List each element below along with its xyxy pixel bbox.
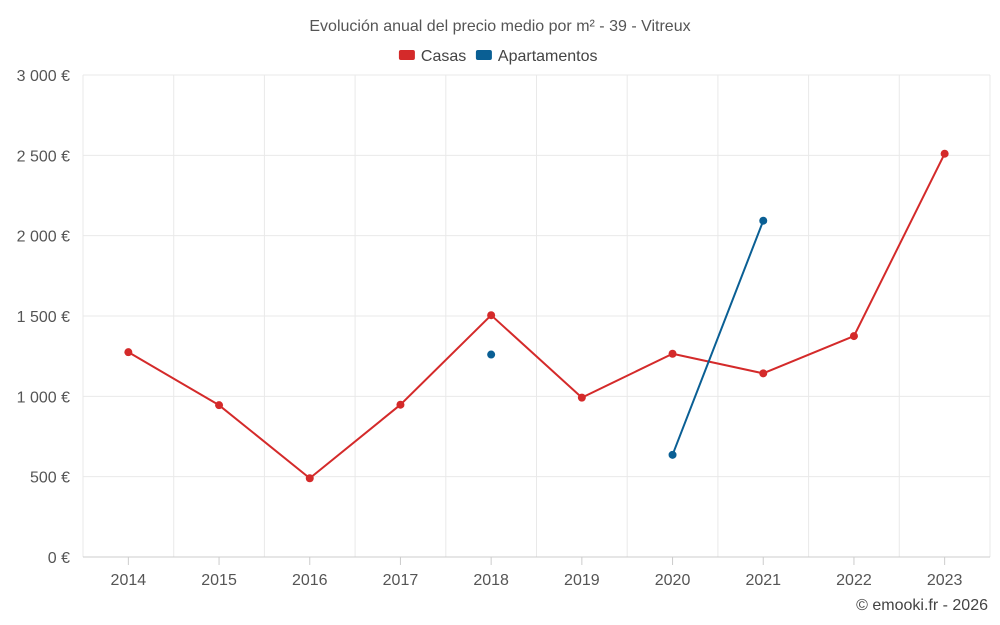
y-tick-label: 500 € <box>30 470 70 487</box>
casas-point <box>396 400 405 409</box>
series <box>124 149 949 483</box>
y-tick-label: 3 000 € <box>17 68 70 85</box>
series-apartamentos <box>487 216 768 459</box>
y-tick-label: 2 500 € <box>17 148 70 165</box>
y-tick-label: 1 500 € <box>17 309 70 326</box>
casas-segment <box>852 152 946 338</box>
y-tick-label: 1 000 € <box>17 389 70 406</box>
casas-point <box>577 393 586 402</box>
legend-swatch-apartamentos <box>475 50 492 60</box>
casas-point <box>305 474 314 483</box>
casas-point <box>759 369 768 378</box>
credit-text: © emooki.fr - 2026 <box>856 597 988 614</box>
series-casas <box>124 149 949 483</box>
apartamentos-point <box>487 350 496 359</box>
x-tick-label: 2021 <box>745 572 781 589</box>
casas-segment <box>218 404 311 480</box>
casas-segment <box>762 335 855 375</box>
casas-segment <box>308 403 402 480</box>
casas-point <box>124 348 133 357</box>
legend-label-casas: Casas <box>421 48 466 65</box>
x-tick-label: 2014 <box>111 572 147 589</box>
legend-swatch-casas <box>398 50 415 60</box>
x-tick-label: 2016 <box>292 572 328 589</box>
chart-title: Evolución anual del precio medio por m² … <box>309 18 690 35</box>
x-tick-label: 2022 <box>836 572 872 589</box>
grid <box>82 74 991 558</box>
x-tick-label: 2020 <box>655 572 691 589</box>
casas-point <box>215 401 224 410</box>
casas-point <box>849 332 858 341</box>
casas-segment <box>580 352 674 399</box>
casas-point <box>668 349 677 358</box>
x-tick-label: 2015 <box>201 572 237 589</box>
casas-segment <box>490 314 583 399</box>
x-axis: 2014 2015 2016 2017 2018 2019 2020 2021 2022 2023 <box>111 557 963 589</box>
x-tick-label: 2017 <box>383 572 419 589</box>
legend-label-apartamentos: Apartamentos <box>498 48 598 65</box>
casas-point <box>487 311 496 320</box>
apartamentos-point <box>759 216 768 225</box>
y-axis: 0 € 500 € 1 000 € 1 500 € 2 000 € 2 500 € 3 00… <box>17 68 70 567</box>
apartamentos-segment <box>671 219 765 456</box>
apartamentos-point <box>668 450 677 459</box>
casas-segment <box>671 352 765 375</box>
casas-segment <box>399 314 493 406</box>
x-tick-label: 2018 <box>473 572 509 589</box>
y-tick-label: 2 000 € <box>17 229 70 246</box>
casas-point <box>940 149 949 158</box>
y-tick-label: 0 € <box>48 550 70 567</box>
x-tick-label: 2019 <box>564 572 600 589</box>
casas-segment <box>127 351 221 407</box>
x-tick-label: 2023 <box>927 572 963 589</box>
legend: Casas Apartamentos <box>398 48 598 65</box>
